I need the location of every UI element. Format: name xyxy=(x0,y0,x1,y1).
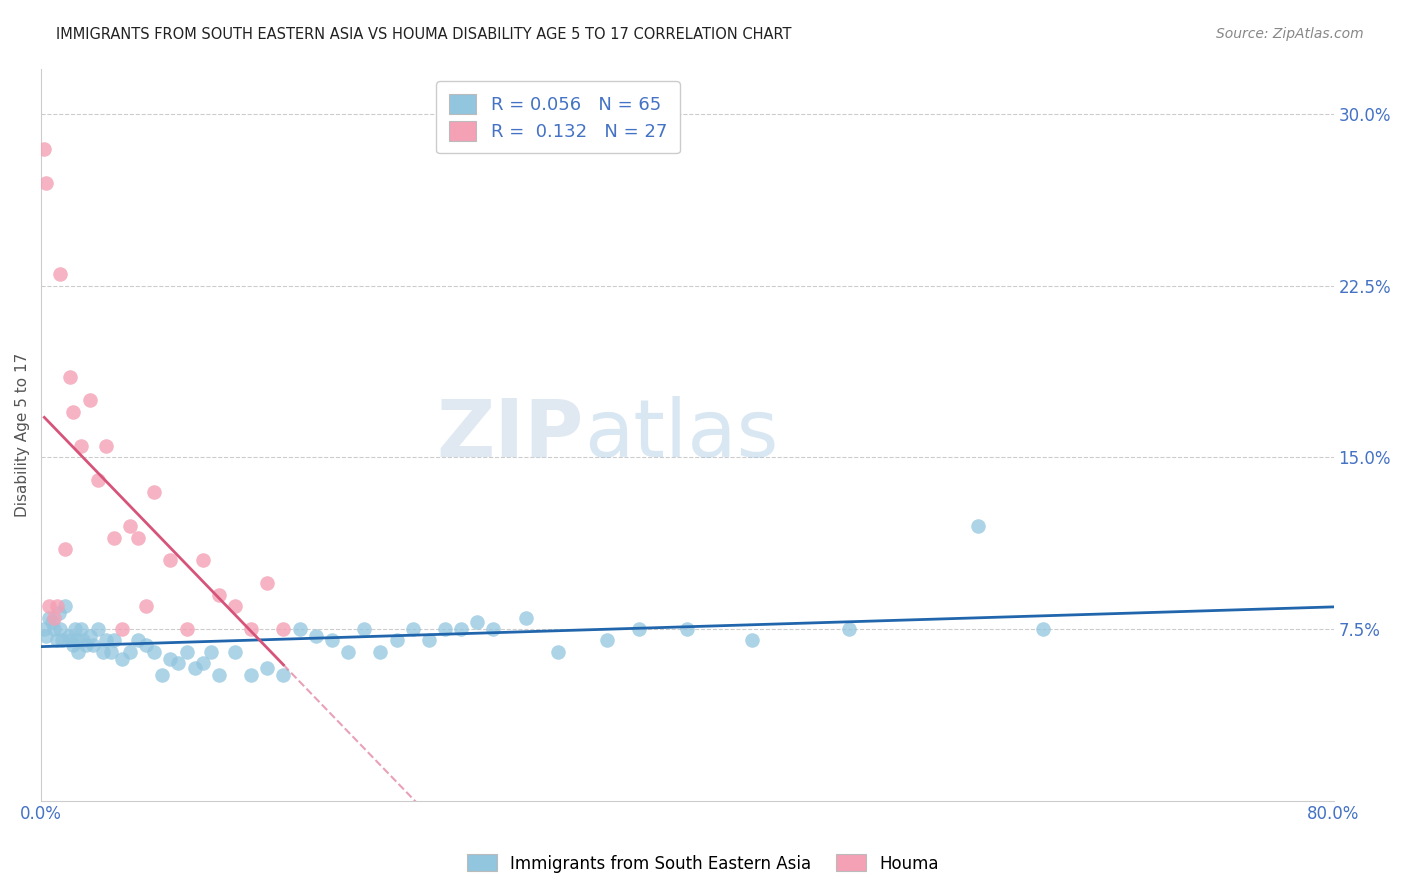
Text: Source: ZipAtlas.com: Source: ZipAtlas.com xyxy=(1216,27,1364,41)
Point xyxy=(337,645,360,659)
Point xyxy=(135,599,157,614)
Point xyxy=(176,622,198,636)
Point xyxy=(967,519,990,533)
Point xyxy=(49,622,72,636)
Point xyxy=(91,645,114,659)
Point xyxy=(103,633,125,648)
Point xyxy=(62,405,84,419)
Point xyxy=(100,645,122,659)
Point xyxy=(256,661,278,675)
Point xyxy=(176,645,198,659)
Point xyxy=(103,531,125,545)
Point xyxy=(676,622,699,636)
Point xyxy=(191,657,214,671)
Point xyxy=(370,645,392,659)
Point xyxy=(1032,622,1054,636)
Point xyxy=(159,553,181,567)
Point xyxy=(58,629,80,643)
Point xyxy=(62,638,84,652)
Point xyxy=(111,622,134,636)
Point xyxy=(70,622,93,636)
Point xyxy=(240,667,263,681)
Point xyxy=(79,393,101,408)
Point xyxy=(143,484,166,499)
Point xyxy=(595,633,617,648)
Point xyxy=(59,370,82,384)
Point xyxy=(66,633,89,648)
Point xyxy=(53,599,76,614)
Point xyxy=(433,622,456,636)
Point xyxy=(465,615,488,629)
Point xyxy=(191,553,214,567)
Point xyxy=(200,645,222,659)
Point xyxy=(159,652,181,666)
Point xyxy=(418,633,440,648)
Point xyxy=(482,622,505,636)
Text: atlas: atlas xyxy=(583,395,779,474)
Text: ZIP: ZIP xyxy=(437,395,583,474)
Y-axis label: Disability Age 5 to 17: Disability Age 5 to 17 xyxy=(15,352,30,516)
Point xyxy=(224,645,246,659)
Point xyxy=(240,622,263,636)
Point xyxy=(59,633,82,648)
Point xyxy=(167,657,190,671)
Point xyxy=(838,622,860,636)
Point xyxy=(224,599,246,614)
Point xyxy=(135,638,157,652)
Point xyxy=(70,439,93,453)
Point xyxy=(53,541,76,556)
Point xyxy=(150,667,173,681)
Point xyxy=(118,645,141,659)
Point xyxy=(208,667,231,681)
Point xyxy=(94,439,117,453)
Point xyxy=(321,633,343,648)
Point xyxy=(35,629,58,643)
Point xyxy=(273,667,295,681)
Point xyxy=(75,638,97,652)
Point xyxy=(305,629,328,643)
Point xyxy=(127,633,149,648)
Point xyxy=(82,638,104,652)
Point xyxy=(63,622,86,636)
Point xyxy=(49,268,72,282)
Point xyxy=(111,652,134,666)
Point xyxy=(42,622,65,636)
Point xyxy=(48,606,70,620)
Point xyxy=(67,645,90,659)
Point xyxy=(34,622,56,636)
Point xyxy=(86,622,108,636)
Point xyxy=(41,615,63,629)
Point xyxy=(38,610,60,624)
Text: IMMIGRANTS FROM SOUTH EASTERN ASIA VS HOUMA DISABILITY AGE 5 TO 17 CORRELATION C: IMMIGRANTS FROM SOUTH EASTERN ASIA VS HO… xyxy=(56,27,792,42)
Point xyxy=(547,645,569,659)
Point xyxy=(353,622,375,636)
Point xyxy=(46,633,69,648)
Point xyxy=(86,473,108,487)
Legend: R = 0.056   N = 65, R =  0.132   N = 27: R = 0.056 N = 65, R = 0.132 N = 27 xyxy=(436,81,679,153)
Point xyxy=(183,661,205,675)
Point xyxy=(256,576,278,591)
Point xyxy=(51,633,73,648)
Point xyxy=(143,645,166,659)
Point xyxy=(46,599,69,614)
Point xyxy=(741,633,763,648)
Point xyxy=(127,531,149,545)
Point xyxy=(402,622,425,636)
Point xyxy=(34,142,56,156)
Point xyxy=(515,610,537,624)
Point xyxy=(208,588,231,602)
Point xyxy=(118,519,141,533)
Point xyxy=(79,629,101,643)
Point xyxy=(288,622,311,636)
Point xyxy=(72,633,94,648)
Point xyxy=(450,622,472,636)
Point xyxy=(35,176,58,190)
Point xyxy=(94,633,117,648)
Legend: Immigrants from South Eastern Asia, Houma: Immigrants from South Eastern Asia, Houm… xyxy=(460,847,946,880)
Point xyxy=(627,622,650,636)
Point xyxy=(385,633,408,648)
Point xyxy=(42,610,65,624)
Point xyxy=(273,622,295,636)
Point xyxy=(38,599,60,614)
